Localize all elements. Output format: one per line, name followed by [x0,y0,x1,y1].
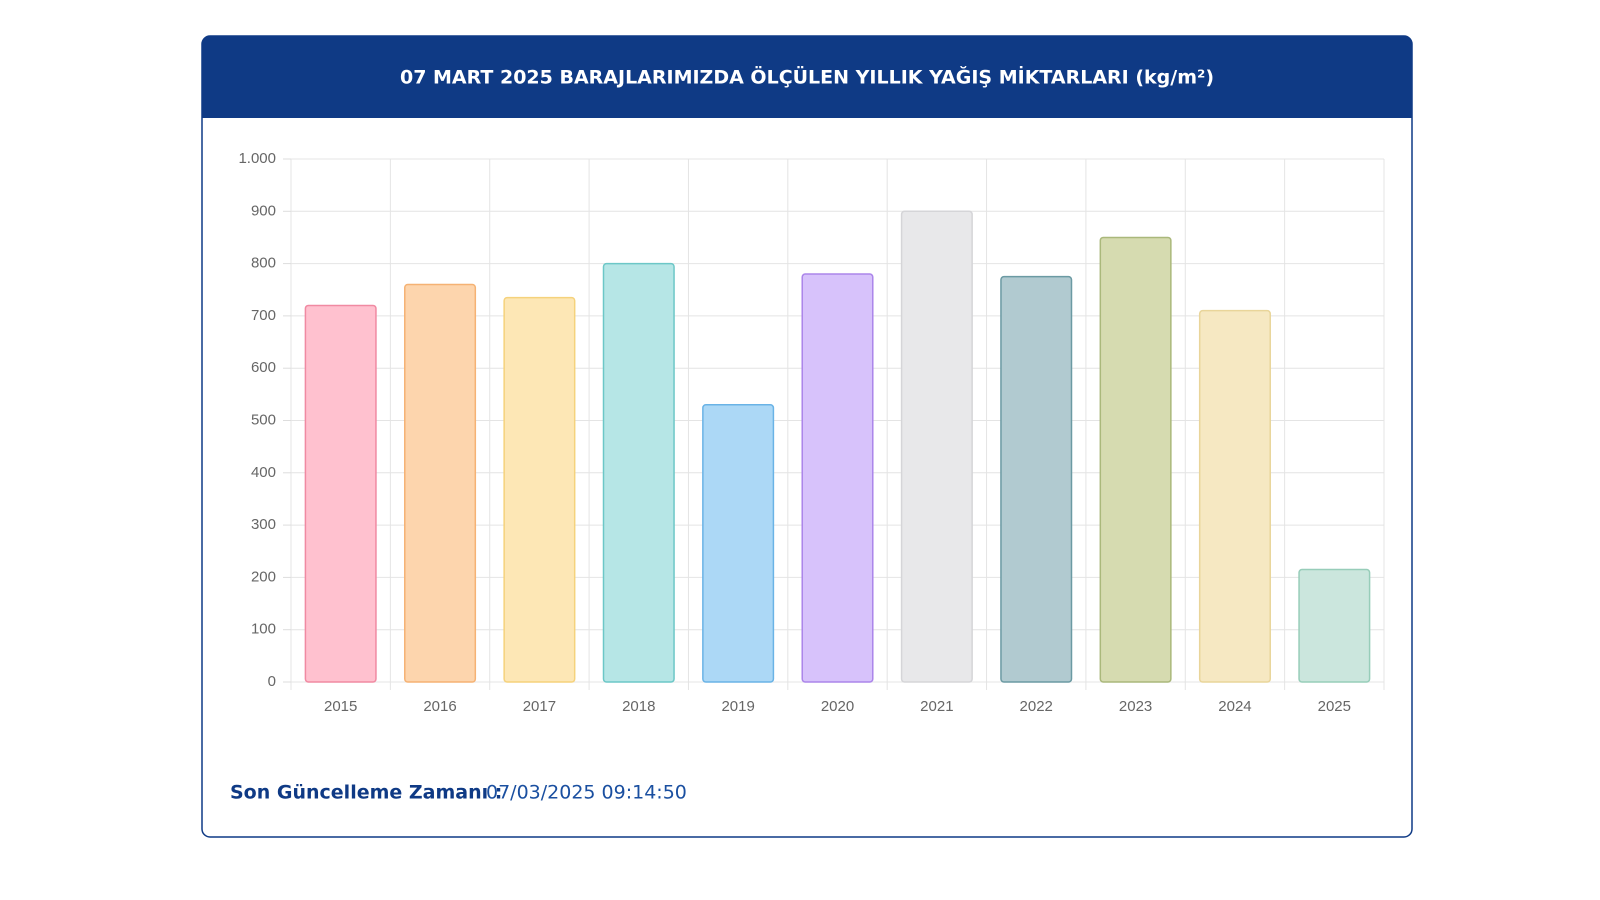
bar [1298,568,1371,683]
y-tick-label: 600 [251,359,276,376]
bar [1000,275,1073,683]
y-tick-label: 700 [251,307,276,324]
x-tick-label: 2024 [1218,698,1251,715]
bar [702,404,775,683]
bar [801,273,874,683]
x-tick-label: 2021 [920,698,953,715]
y-tick-label: 900 [251,202,276,219]
y-tick-label: 0 [268,673,276,690]
x-tick-label: 2025 [1318,698,1351,715]
y-tick-label: 1.000 [238,150,276,167]
card-header [202,36,1412,118]
x-tick-label: 2018 [622,698,655,715]
x-tick-label: 2020 [821,698,854,715]
x-tick-label: 2023 [1119,698,1152,715]
bar [1198,309,1271,683]
y-tick-label: 100 [251,621,276,638]
bar [602,262,675,683]
x-tick-label: 2022 [1020,698,1053,715]
bar [1099,236,1172,683]
y-tick-label: 200 [251,568,276,585]
x-tick-label: 2016 [423,698,456,715]
y-tick-label: 300 [251,516,276,533]
bar [503,296,576,683]
bar [304,304,377,683]
footer-value: 07/03/2025 09:14:50 [486,782,687,804]
footer-label: Son Güncelleme Zamanı : [230,782,502,804]
y-tick-label: 400 [251,464,276,481]
chart-title: 07 MART 2025 BARAJLARIMIZDA ÖLÇÜLEN YILL… [400,65,1214,89]
x-tick-label: 2015 [324,698,357,715]
bar [900,210,973,683]
x-tick-label: 2019 [721,698,754,715]
bar [404,283,477,683]
y-tick-label: 500 [251,411,276,428]
x-tick-label: 2017 [523,698,556,715]
y-tick-label: 800 [251,255,276,272]
